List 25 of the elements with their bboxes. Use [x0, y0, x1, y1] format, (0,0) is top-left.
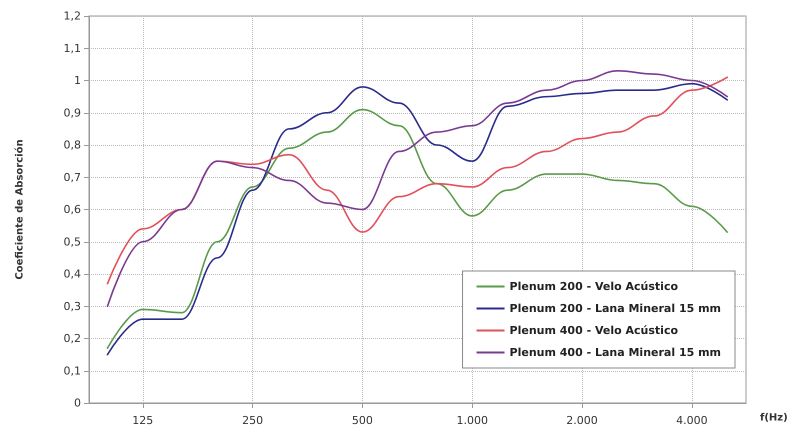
x-tick-label: 4.000: [676, 414, 708, 427]
y-tick-label: 0,1: [64, 364, 81, 378]
y-tick-label: 0: [74, 396, 81, 410]
legend-label: Plenum 400 - Velo Acústico: [510, 324, 678, 337]
y-tick-label: 1: [74, 74, 81, 87]
x-tick-label: 2.000: [566, 414, 598, 427]
x-tick-label: 125: [132, 414, 154, 427]
y-tick-label: 0,3: [64, 300, 81, 313]
y-axis-title: Coeficiente de Absorción: [14, 139, 26, 280]
y-tick-label: 0,9: [64, 106, 81, 120]
x-axis-title: f(Hz): [760, 412, 788, 424]
y-tick-label: 0,2: [64, 332, 81, 345]
y-tick-label: 1,2: [64, 10, 81, 22]
y-tick-label: 0,7: [64, 170, 81, 184]
x-tick-label: 1.000: [456, 414, 488, 427]
x-tick-label: 500: [352, 414, 373, 427]
x-tick-label: 250: [242, 414, 264, 427]
y-tick-label: 0,6: [64, 203, 81, 216]
y-tick-label: 0,8: [64, 138, 81, 152]
y-tick-label: 1,1: [64, 42, 81, 55]
legend-label: Plenum 200 - Velo Acústico: [510, 280, 678, 293]
y-tick-label: 0,4: [64, 268, 81, 280]
legend-label: Plenum 400 - Lana Mineral 15 mm: [510, 346, 722, 359]
legend-label: Plenum 200 - Lana Mineral 15 mm: [510, 302, 722, 315]
y-tick-label: 0,5: [64, 235, 81, 248]
